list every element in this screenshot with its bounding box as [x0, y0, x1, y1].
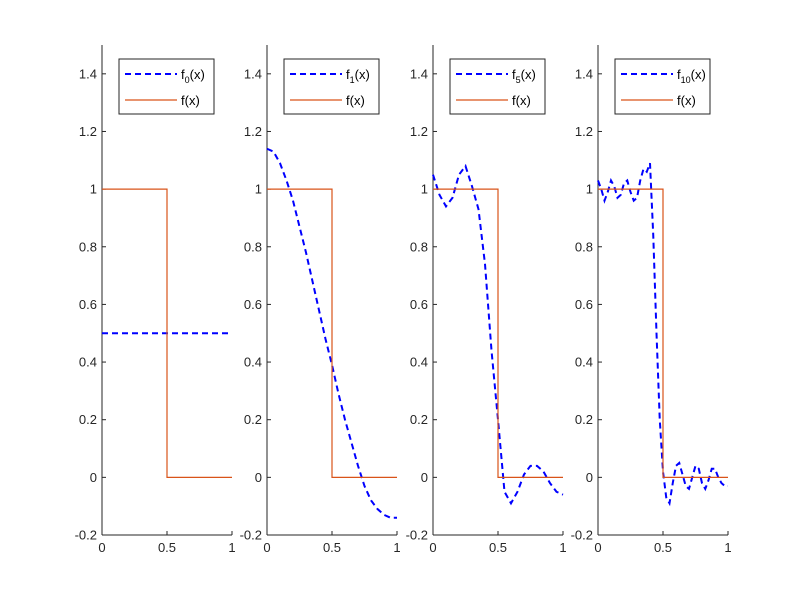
legend-label: f(x) — [346, 93, 365, 108]
legend: f1(x) f(x) — [283, 58, 380, 115]
chart-panel-f1: -0.200.20.40.60.811.21.40 0.5 1f1(x)f(x) — [240, 45, 401, 555]
legend-label: f10(x) — [677, 67, 706, 85]
y-tick-label: 1 — [90, 182, 97, 197]
y-tick-label: 1.2 — [244, 124, 262, 139]
y-tick-label: 0.2 — [244, 412, 262, 427]
y-tick-label: 0 — [421, 470, 428, 485]
series-line-f(x) — [433, 188, 563, 478]
legend-box — [118, 58, 215, 115]
legend-box — [614, 58, 711, 115]
y-tick-label: -0.2 — [240, 528, 262, 543]
y-tick-label: 0.4 — [244, 355, 262, 370]
y-tick-label: -0.2 — [75, 528, 97, 543]
y-tick-label: 0.8 — [575, 239, 593, 254]
y-tick-label: 0.6 — [410, 297, 428, 312]
legend: f0(x) f(x) — [118, 58, 215, 115]
y-tick-label: 0 — [90, 470, 97, 485]
y-tick-label: 0.2 — [79, 412, 97, 427]
y-tick-label: 0.2 — [575, 412, 593, 427]
y-tick-label: -0.2 — [406, 528, 428, 543]
series-line-f10(x) — [597, 162, 728, 507]
y-tick-label: 0.2 — [410, 412, 428, 427]
legend: f10(x) f(x) — [614, 58, 711, 115]
y-tick-label: 0 — [586, 470, 593, 485]
y-tick-label: 0.8 — [410, 239, 428, 254]
x-tick-label: 0.5 — [323, 540, 341, 555]
y-tick-label: 1 — [421, 182, 428, 197]
x-tick-label: 1 — [393, 540, 400, 555]
series-line-f1(x) — [266, 147, 397, 519]
y-tick-label: 1.4 — [575, 66, 593, 81]
x-tick-label: 0 — [98, 540, 105, 555]
y-tick-label: 0.8 — [244, 239, 262, 254]
y-tick-label: 0.8 — [79, 239, 97, 254]
y-tick-label: 1 — [255, 182, 262, 197]
x-tick-label: 0.5 — [158, 540, 176, 555]
y-tick-label: 0.6 — [244, 297, 262, 312]
legend-label: f5(x) — [512, 67, 536, 85]
x-tick-label: 1 — [559, 540, 566, 555]
x-tick-label: 1 — [724, 540, 731, 555]
legend-box — [283, 58, 380, 115]
y-tick-label: 1.2 — [410, 124, 428, 139]
x-tick-label: 0 — [594, 540, 601, 555]
y-tick-label: 0.4 — [575, 355, 593, 370]
legend-label: f(x) — [677, 93, 696, 108]
x-tick-label: 0 — [263, 540, 270, 555]
chart-panel-f5: -0.200.20.40.60.811.21.40 0.5 1f5(x)f(x) — [406, 45, 567, 555]
x-tick-label: 0 — [429, 540, 436, 555]
y-tick-label: 1.4 — [410, 66, 428, 81]
y-tick-label: -0.2 — [571, 528, 593, 543]
y-tick-label: 1.2 — [79, 124, 97, 139]
y-tick-label: 0.4 — [79, 355, 97, 370]
y-tick-label: 0.6 — [575, 297, 593, 312]
y-tick-label: 0 — [255, 470, 262, 485]
series-line-f(x) — [102, 188, 232, 478]
legend-label: f1(x) — [346, 67, 370, 85]
y-tick-label: 0.4 — [410, 355, 428, 370]
y-tick-label: 1 — [586, 182, 593, 197]
series-line-f5(x) — [432, 163, 564, 506]
series-line-f(x) — [598, 188, 728, 478]
legend-label: f0(x) — [181, 67, 205, 85]
legend: f5(x) f(x) — [449, 58, 546, 115]
legend-box — [449, 58, 546, 115]
y-tick-label: 1.2 — [575, 124, 593, 139]
x-tick-label: 0.5 — [654, 540, 672, 555]
chart-panel-f0: -0.200.20.40.60.811.21.40 0.5 1f0(x)f(x) — [75, 45, 236, 555]
legend-label: f(x) — [512, 93, 531, 108]
x-tick-label: 1 — [228, 540, 235, 555]
y-tick-label: 1.4 — [244, 66, 262, 81]
series-line-f(x) — [267, 188, 397, 478]
y-tick-label: 0.6 — [79, 297, 97, 312]
legend-label: f(x) — [181, 93, 200, 108]
y-tick-label: 1.4 — [79, 66, 97, 81]
x-tick-label: 0.5 — [489, 540, 507, 555]
